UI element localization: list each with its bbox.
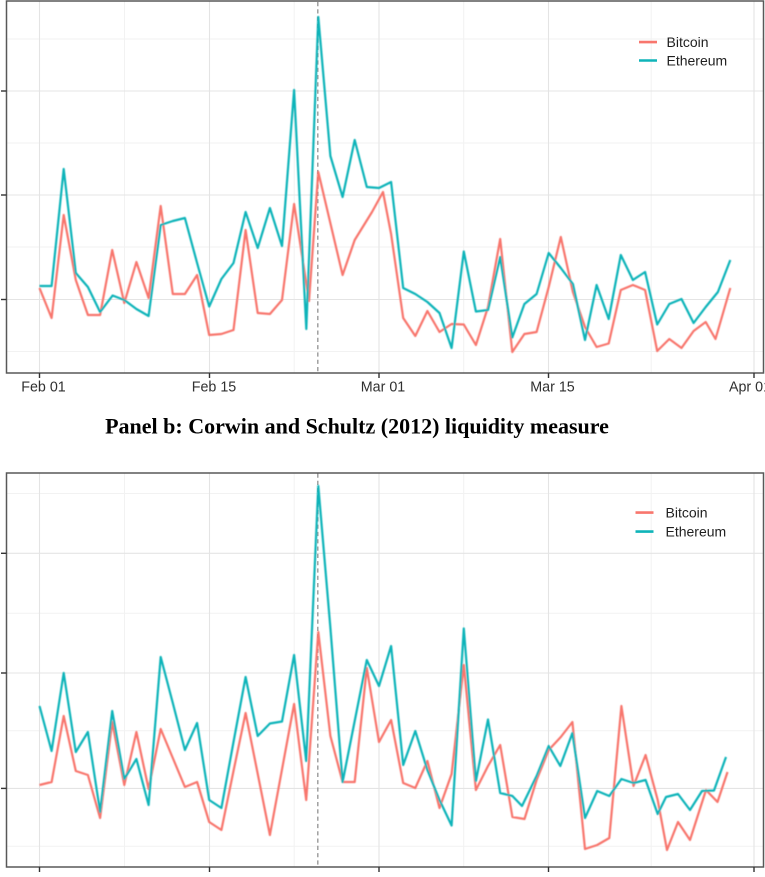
svg-text:Feb 15: Feb 15 <box>192 380 237 396</box>
svg-text:Bitcoin: Bitcoin <box>666 505 708 521</box>
svg-text:Ethereum: Ethereum <box>666 524 727 540</box>
svg-text:Mar 15: Mar 15 <box>530 380 575 396</box>
svg-text:Ethereum: Ethereum <box>667 53 728 69</box>
svg-text:Bitcoin: Bitcoin <box>667 34 709 50</box>
svg-text:Feb 01: Feb 01 <box>21 380 66 396</box>
svg-text:Mar 01: Mar 01 <box>361 380 406 396</box>
svg-text:Apr 01: Apr 01 <box>729 380 765 396</box>
svg-text:Panel b: Corwin and Schultz (2: Panel b: Corwin and Schultz (2012) liqui… <box>105 414 609 439</box>
